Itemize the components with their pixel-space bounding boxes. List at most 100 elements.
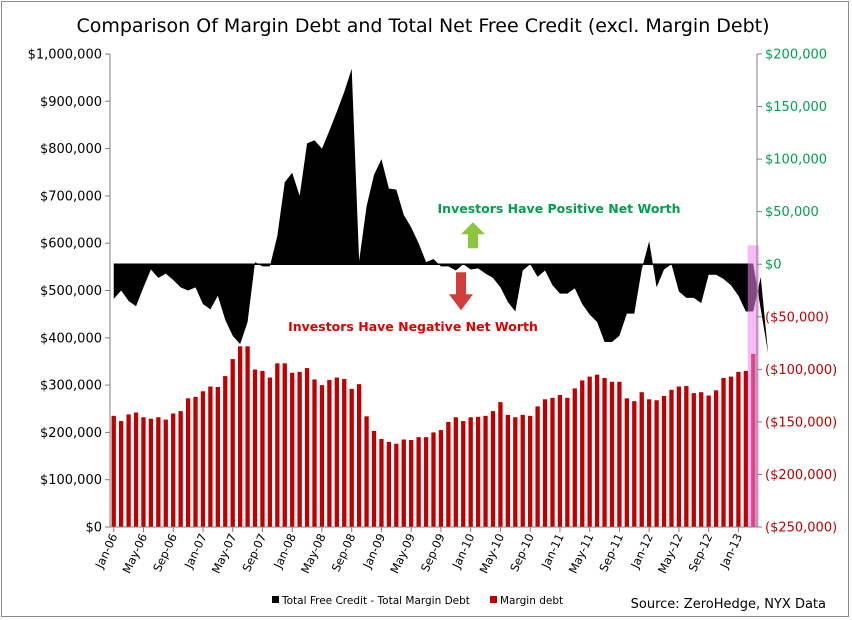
right-tick-label: $100,000	[765, 153, 827, 168]
x-tick-label: May-09	[387, 531, 418, 575]
margin-debt-bar	[468, 417, 473, 527]
margin-debt-bar	[624, 398, 630, 527]
x-tick-label: Sep-10	[507, 531, 537, 574]
right-tick-label: ($100,000)	[765, 363, 837, 378]
margin-debt-bar	[185, 398, 191, 527]
margin-debt-bar	[163, 419, 168, 527]
x-tick-label: Sep-12	[686, 531, 716, 574]
margin-debt-bar	[490, 411, 496, 527]
legend-swatch-margin-debt	[490, 596, 497, 603]
margin-debt-bar	[438, 430, 444, 527]
margin-debt-bar	[267, 377, 273, 527]
x-tick-label: Sep-08	[329, 531, 359, 574]
margin-debt-bar	[148, 418, 154, 527]
right-tick-label: $0	[765, 258, 782, 273]
right-axis-ticks: ($250,000) ($200,000) ($150,000) ($100,000)…	[757, 48, 837, 536]
margin-debt-bar	[639, 392, 644, 527]
left-tick-label: $0	[85, 521, 102, 536]
margin-debt-bar	[572, 388, 577, 527]
right-tick-label: ($200,000)	[765, 468, 837, 483]
margin-debt-bar	[230, 359, 235, 527]
margin-debt-bar	[423, 437, 429, 527]
legend-swatch-net-free-credit	[272, 596, 279, 603]
net-free-credit-area-shape	[113, 68, 769, 354]
x-tick-label: Jan-13	[717, 531, 746, 571]
margin-debt-bar	[565, 397, 570, 527]
x-tick-label: May-12	[655, 531, 686, 575]
margin-debt-bar	[587, 376, 592, 527]
margin-debt-bar	[111, 415, 116, 527]
x-tick-label: May-06	[120, 531, 151, 575]
margin-debt-bar	[312, 379, 317, 527]
left-tick-label: $900,000	[40, 95, 102, 110]
margin-debt-bar	[260, 370, 265, 527]
margin-debt-bar	[721, 378, 726, 527]
margin-debt-bar	[282, 363, 287, 527]
margin-debt-bar	[528, 415, 533, 527]
margin-debt-bar	[208, 386, 213, 527]
margin-debt-bar	[416, 437, 421, 527]
x-tick-label: Sep-07	[239, 531, 269, 574]
green-up-arrow	[461, 222, 485, 249]
margin-debt-bar	[386, 441, 392, 527]
margin-debt-bar	[706, 395, 711, 527]
margin-debt-bar	[736, 371, 741, 527]
red-down-arrow	[449, 272, 473, 311]
margin-debt-bar	[141, 417, 146, 527]
margin-debt-bar	[327, 379, 332, 527]
margin-debt-bar	[513, 417, 518, 527]
margin-debt-bar	[223, 376, 228, 527]
margin-debt-bar	[557, 395, 563, 527]
margin-debt-bar	[356, 384, 362, 527]
legend-label-margin-debt: Margin debt	[500, 595, 563, 607]
margin-debt-bar	[691, 393, 696, 527]
right-tick-label: ($50,000)	[765, 310, 829, 325]
x-tick-label: May-07	[209, 531, 240, 575]
margin-debt-bar	[275, 363, 280, 527]
margin-debt-bar	[193, 396, 198, 527]
margin-debt-bar	[498, 402, 503, 527]
x-tick-label: Sep-06	[150, 531, 180, 574]
x-tick-label: May-10	[477, 531, 508, 575]
margin-debt-bar	[371, 430, 377, 527]
x-tick-label: Jan-08	[270, 531, 299, 571]
negative-net-worth-label: Investors Have Negative Net Worth	[288, 319, 538, 334]
margin-debt-bar	[699, 392, 704, 527]
margin-debt-bar	[290, 372, 295, 527]
margin-debt-bar	[632, 401, 637, 527]
margin-debt-bar	[647, 399, 652, 527]
margin-debt-bar	[505, 414, 511, 527]
margin-debt-bar	[609, 381, 615, 527]
right-tick-label: $150,000	[765, 100, 827, 115]
margin-debt-bar	[394, 443, 399, 527]
margin-debt-bar	[676, 386, 682, 527]
x-tick-label: Sep-09	[418, 531, 448, 574]
left-tick-label: $400,000	[40, 331, 102, 346]
x-tick-label: Jan-11	[538, 531, 567, 571]
margin-debt-bar	[401, 439, 406, 527]
margin-debt-bar	[245, 346, 250, 527]
x-tick-label: Jan-06	[92, 531, 121, 571]
margin-debt-bar	[119, 421, 124, 527]
x-tick-label: Jan-12	[627, 531, 656, 571]
margin-debt-bar	[364, 416, 369, 527]
x-tick-label: Sep-11	[596, 531, 626, 574]
margin-debt-bar	[342, 378, 347, 527]
margin-debt-bar	[728, 376, 734, 527]
margin-debt-bar	[349, 388, 354, 527]
margin-debt-bar	[483, 415, 488, 527]
left-tick-label: $200,000	[40, 426, 102, 441]
x-tick-label: May-08	[298, 531, 329, 575]
margin-debt-bar	[743, 370, 748, 527]
x-axis-ticks: Jan-06 May-06 Sep-06 Jan-07 May-07 Sep-07 Jan-…	[92, 527, 745, 576]
margin-debt-bar	[669, 389, 674, 527]
chart-title: Comparison Of Margin Debt and Total Net …	[76, 15, 769, 37]
margin-debt-bar	[550, 397, 555, 527]
margin-debt-bar	[617, 381, 622, 527]
margin-debt-bar	[237, 346, 243, 527]
net-free-credit-area	[113, 68, 769, 528]
margin-debt-bar	[602, 378, 607, 527]
margin-debt-bar	[334, 377, 339, 527]
x-tick-label: Jan-07	[181, 531, 210, 571]
margin-debt-bar	[580, 380, 585, 527]
